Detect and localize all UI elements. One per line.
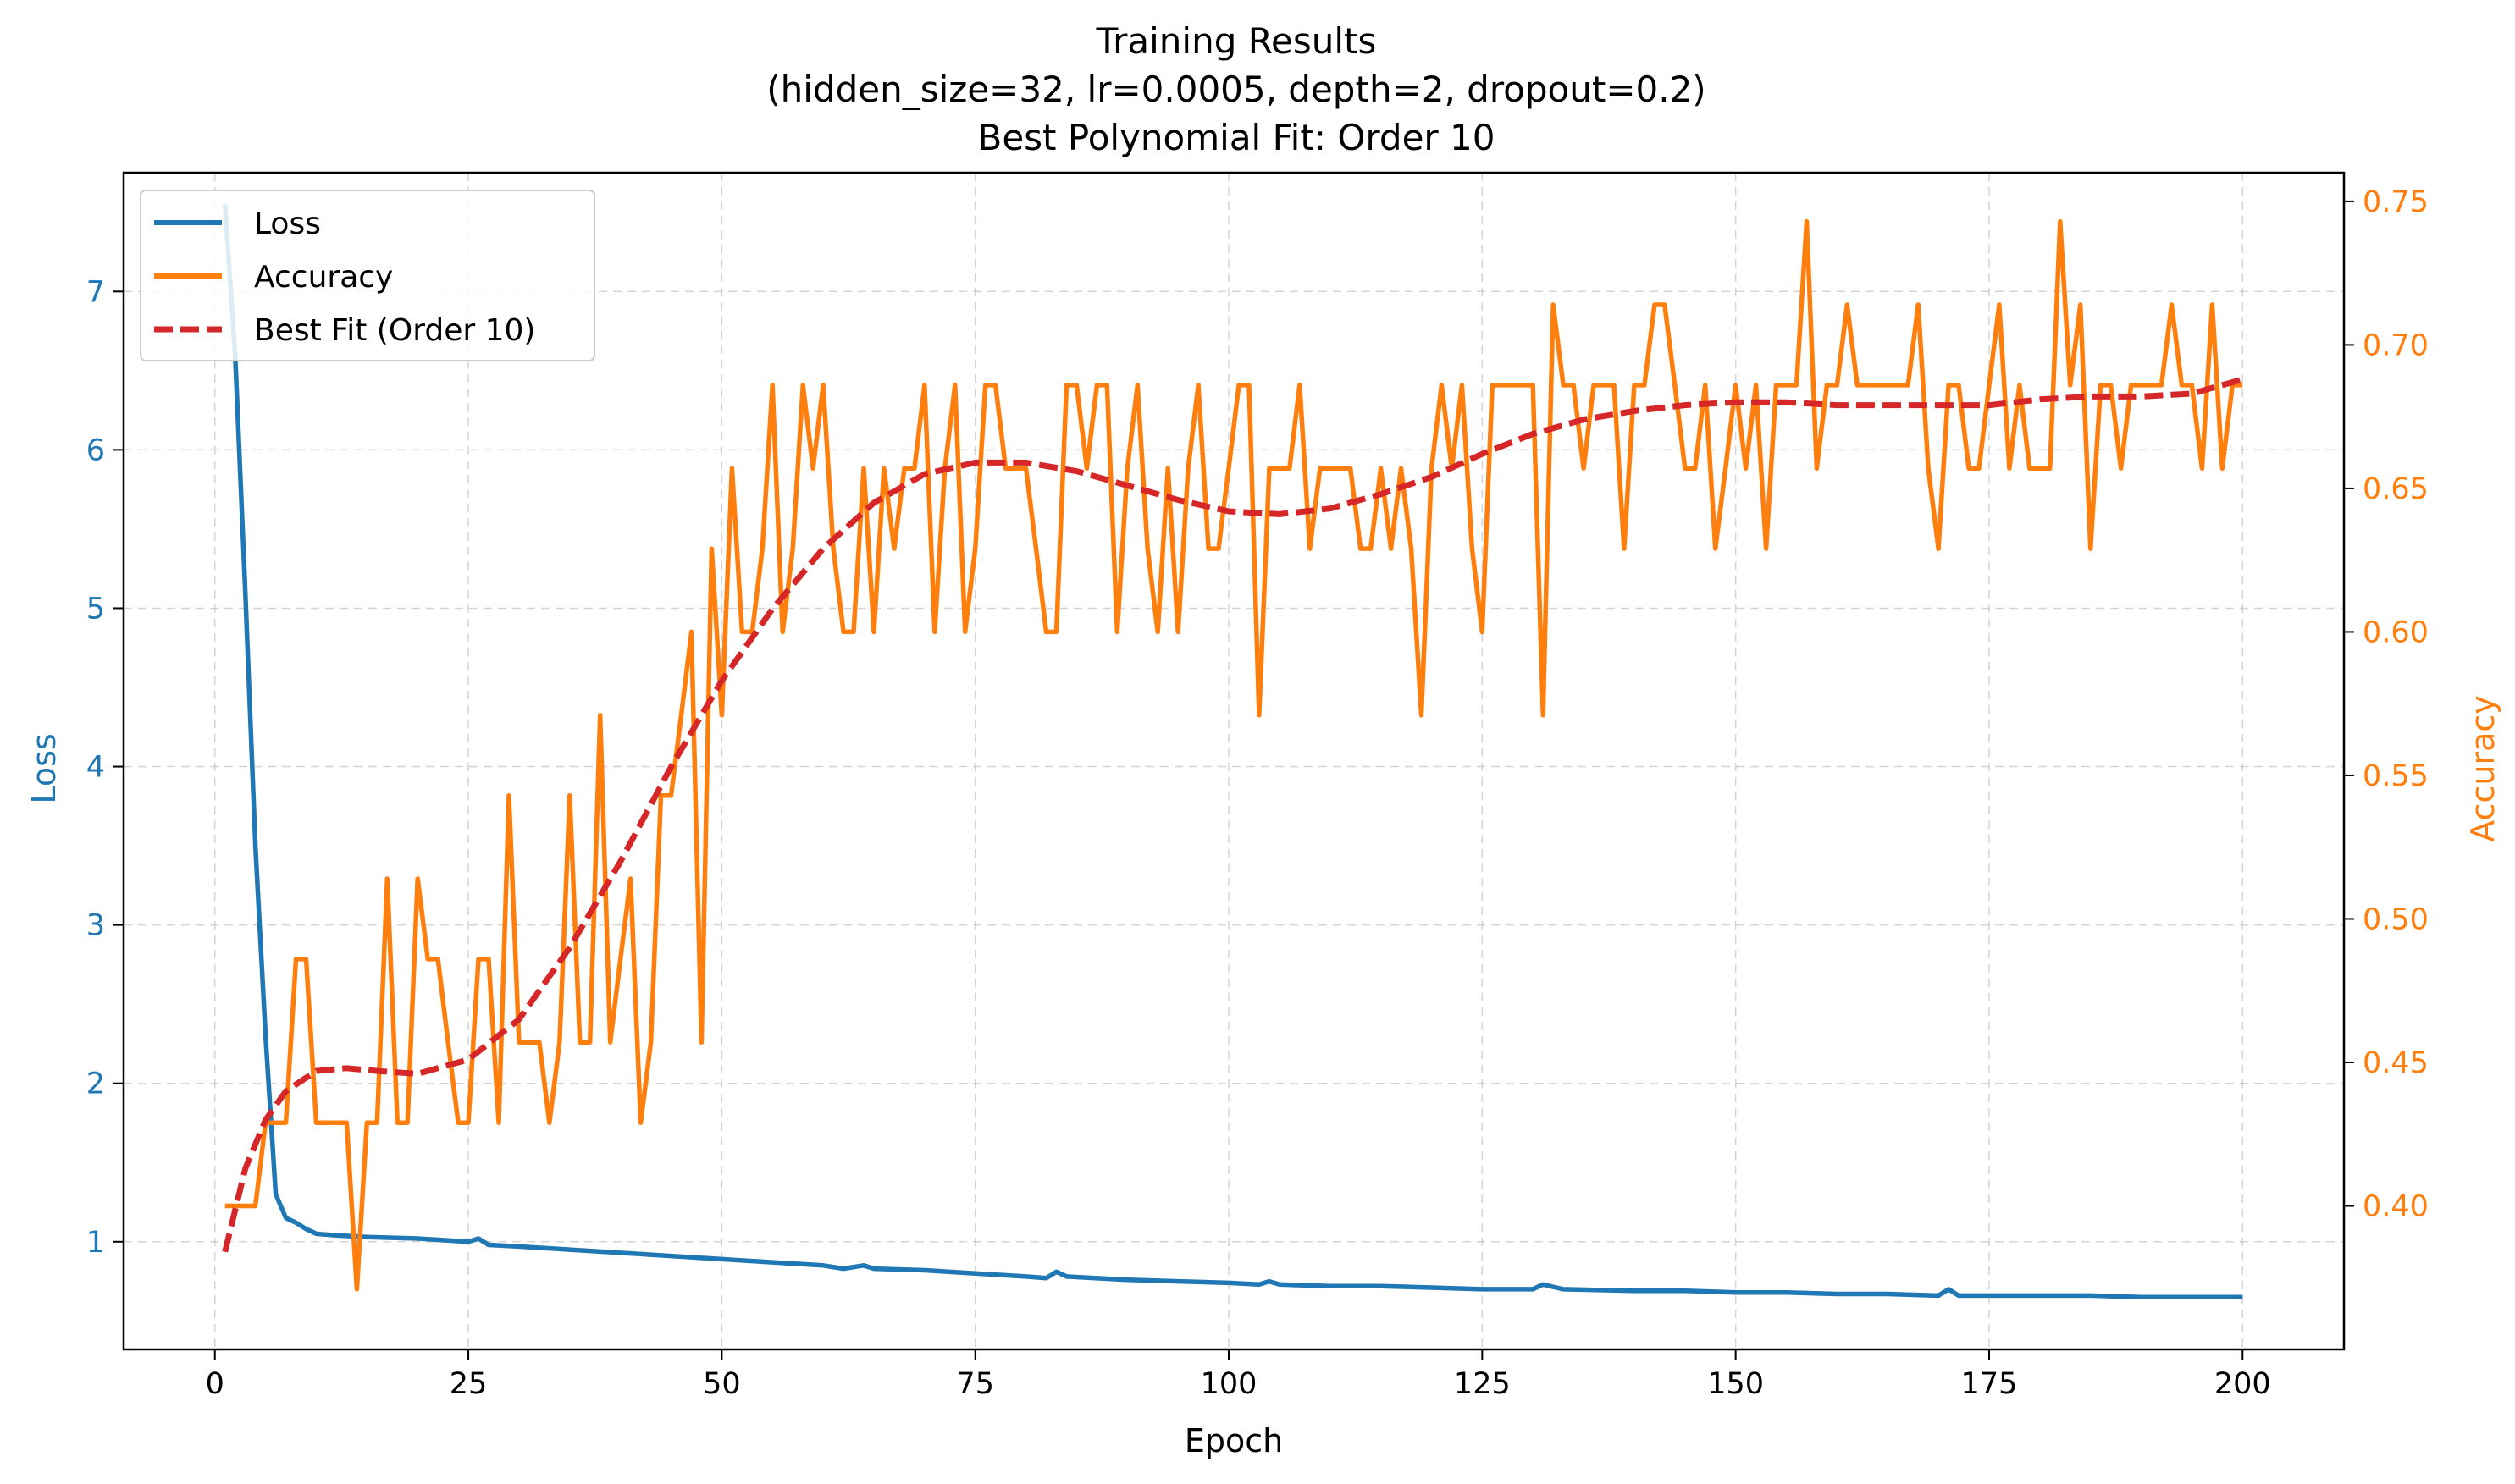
legend-label-accuracy: Accuracy — [254, 260, 393, 295]
x-tick-label: 125 — [1454, 1367, 1511, 1401]
right-y-tick-label: 0.65 — [2363, 472, 2429, 506]
title-line-1: Training Results — [1096, 20, 1377, 62]
x-axis-label: Epoch — [1185, 1422, 1283, 1459]
legend-label-best-fit: Best Fit (Order 10) — [254, 313, 535, 348]
left-y-tick-label: 4 — [86, 751, 105, 785]
x-tick-label: 175 — [1961, 1367, 2018, 1401]
x-axis-ticks: 0 25 50 75 100 125 150 175 200 — [206, 1349, 2271, 1401]
left-y-axis-ticks: 1 2 3 4 5 6 7 — [86, 275, 124, 1260]
right-y-tick-label: 0.70 — [2363, 328, 2429, 362]
left-y-tick-label: 1 — [86, 1226, 105, 1260]
left-y-tick-label: 6 — [86, 433, 105, 467]
x-tick-label: 150 — [1707, 1367, 1764, 1401]
legend: Loss Accuracy Best Fit (Order 10) — [140, 190, 595, 361]
x-tick-label: 75 — [956, 1367, 994, 1401]
right-y-tick-label: 0.55 — [2363, 759, 2429, 793]
right-y-tick-label: 0.75 — [2363, 185, 2429, 219]
loss-line — [222, 204, 2243, 1300]
x-tick-label: 25 — [450, 1367, 488, 1401]
right-y-axis-ticks: 0.40 0.45 0.50 0.55 0.60 0.65 0.70 0.75 — [2344, 185, 2429, 1223]
right-y-axis-label: Accuracy — [2464, 695, 2501, 842]
left-y-tick-label: 5 — [86, 592, 105, 626]
grid — [124, 173, 2344, 1349]
right-y-tick-label: 0.60 — [2363, 615, 2429, 649]
title-line-2: (hidden_size=32, lr=0.0005, depth=2, dro… — [766, 69, 1705, 110]
plot-area — [222, 204, 2244, 1300]
best-fit-line — [222, 376, 2244, 1253]
right-y-tick-label: 0.45 — [2363, 1046, 2429, 1080]
right-y-tick-label: 0.50 — [2363, 902, 2429, 936]
x-tick-label: 100 — [1201, 1367, 1258, 1401]
legend-box — [140, 190, 595, 361]
left-y-axis-label: Loss — [25, 733, 63, 803]
x-tick-label: 0 — [206, 1367, 224, 1401]
x-tick-label: 200 — [2214, 1367, 2271, 1401]
accuracy-line — [224, 218, 2243, 1292]
legend-label-loss: Loss — [254, 207, 321, 241]
left-y-tick-label: 7 — [86, 275, 105, 309]
title-line-3: Best Polynomial Fit: Order 10 — [978, 117, 1495, 158]
right-y-tick-label: 0.40 — [2363, 1189, 2429, 1223]
x-tick-label: 50 — [703, 1367, 741, 1401]
left-y-tick-label: 3 — [86, 909, 105, 943]
left-y-tick-label: 2 — [86, 1067, 105, 1101]
chart-title: Training Results (hidden_size=32, lr=0.0… — [766, 20, 1705, 158]
plot-frame — [122, 171, 2346, 1351]
